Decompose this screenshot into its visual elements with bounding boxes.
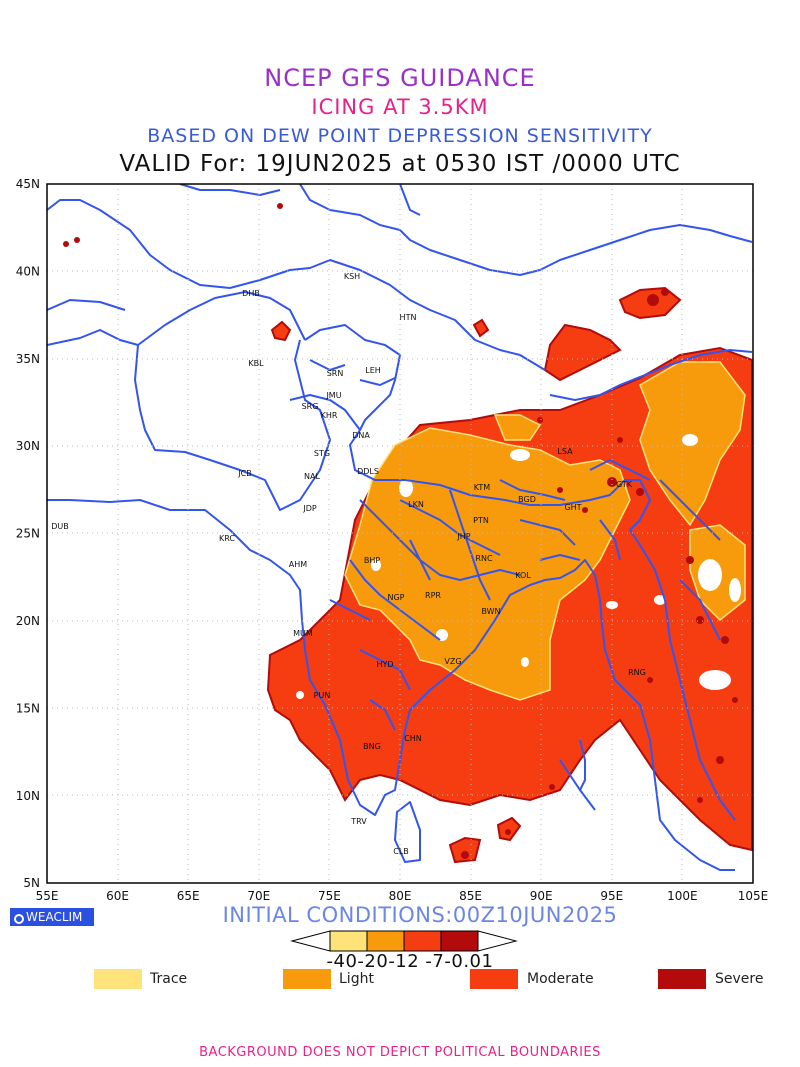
station-label-mum: MUM (293, 629, 313, 638)
latitude-axis: 45N 40N 35N 30N 25N 20N 15N 10N 5N (16, 177, 40, 890)
station-label-rng: RNG (628, 668, 646, 677)
initial-conditions: INITIAL CONDITIONS:00Z10JUN2025 (222, 903, 618, 927)
lon-tick-label: 70E (247, 889, 270, 903)
title-method: BASED ON DEW POINT DEPRESSION SENSITIVIT… (147, 125, 653, 147)
lon-tick-label: 105E (738, 889, 769, 903)
station-label-jdp: JDP (302, 504, 317, 513)
station-label-ksh: KSH (344, 272, 360, 281)
station-label-vzg: VZG (444, 657, 461, 666)
station-label-ngp: NGP (387, 593, 404, 602)
station-label-ght: GHT (564, 503, 581, 512)
station-label-gtk: GTK (616, 480, 633, 489)
station-label-khr: KHR (321, 411, 338, 420)
colorbar-light (366, 930, 405, 952)
station-label-jmu: JMU (325, 391, 341, 400)
station-label-bhp: BHP (364, 556, 381, 565)
legend-moderate-label: Moderate (527, 971, 594, 987)
icing-field (63, 203, 753, 864)
lon-tick-label: 55E (36, 889, 59, 903)
station-label-bgd: BGD (518, 495, 536, 504)
station-label-srg: SRG (302, 402, 319, 411)
station-label-bng: BNG (363, 742, 381, 751)
weaclim-logo: WEACLIM (10, 908, 94, 926)
colorbar (290, 930, 518, 952)
lat-tick-label: 20N (16, 614, 40, 628)
lon-tick-label: 100E (667, 889, 698, 903)
lon-tick-label: 65E (177, 889, 200, 903)
legend-trace-label: Trace (150, 971, 188, 987)
station-label-kbl: KBL (248, 359, 264, 368)
station-label-dub: DUB (51, 522, 69, 531)
station-label-ktm: KTM (474, 483, 491, 492)
colorbar-moderate (403, 930, 442, 952)
station-label-lsa: LSA (557, 447, 573, 456)
station-label-nal: NAL (304, 472, 320, 481)
station-label-dhb: DHB (242, 289, 260, 298)
station-label-jcb: JCB (237, 469, 251, 478)
station-label-kol: KOL (515, 571, 531, 580)
longitude-axis: 55E 60E 65E 70E 75E 80E 85E 90E 95E 100E 105E (36, 889, 769, 903)
station-label-lkn: LKN (408, 500, 424, 509)
station-label-krc: KRC (219, 534, 235, 543)
coastlines (47, 184, 753, 871)
station-label-jhp: JHP (456, 532, 470, 541)
station-label-trv: TRV (350, 817, 367, 826)
title-product: ICING AT 3.5KM (311, 95, 489, 119)
lat-tick-label: 15N (16, 701, 40, 715)
station-label-chn: CHN (404, 734, 422, 743)
station-label-htn: HTN (400, 313, 417, 322)
legend-moderate-swatch (470, 969, 518, 989)
station-label-leh: LEH (365, 366, 381, 375)
station-label-bwn: BWN (481, 607, 500, 616)
lat-tick-label: 25N (16, 527, 40, 541)
legend-severe-label: Severe (715, 971, 764, 987)
station-label-rnc: RNC (475, 554, 493, 563)
logo-text: WEACLIM (26, 910, 83, 924)
station-label-rpr: RPR (425, 591, 441, 600)
station-label-ahm: AHM (289, 560, 307, 569)
lat-tick-label: 45N (16, 177, 40, 191)
station-label-dna: DNA (352, 431, 370, 440)
lat-tick-label: 10N (16, 789, 40, 803)
colorbar-values: -40-20-12 -7-0.01 (326, 951, 494, 972)
logo-ring-icon (14, 914, 24, 924)
legend-light-label: Light (339, 971, 374, 987)
lon-tick-label: 95E (600, 889, 623, 903)
lon-tick-label: 80E (389, 889, 412, 903)
title-valid-time: VALID For: 19JUN2025 at 0530 IST /0000 U… (119, 151, 681, 177)
station-label-ptn: PTN (473, 516, 489, 525)
lon-tick-label: 85E (459, 889, 482, 903)
station-label-stg: STG (314, 449, 330, 458)
station-label-ddls: DDLS (357, 467, 379, 476)
legend-trace-swatch (94, 969, 142, 989)
station-label-pun: PUN (314, 691, 331, 700)
title-model: NCEP GFS GUIDANCE (264, 64, 536, 92)
legend-light-swatch (283, 969, 331, 989)
footer-disclaimer: BACKGROUND DOES NOT DEPICT POLITICAL BOU… (199, 1045, 601, 1060)
colorbar-trace (329, 930, 368, 952)
lat-tick-label: 30N (16, 439, 40, 453)
lat-tick-label: 35N (16, 352, 40, 366)
lon-tick-label: 90E (530, 889, 553, 903)
lat-tick-label: 40N (16, 264, 40, 278)
legend-severe-swatch (658, 969, 706, 989)
station-label-clb: CLB (393, 847, 409, 856)
lon-tick-label: 60E (106, 889, 129, 903)
lon-tick-label: 75E (318, 889, 341, 903)
lat-tick-label: 5N (23, 876, 40, 890)
station-label-srn: SRN (327, 369, 344, 378)
colorbar-severe (440, 930, 479, 952)
plot-frame (46, 183, 754, 884)
station-label-hyd: HYD (376, 660, 393, 669)
